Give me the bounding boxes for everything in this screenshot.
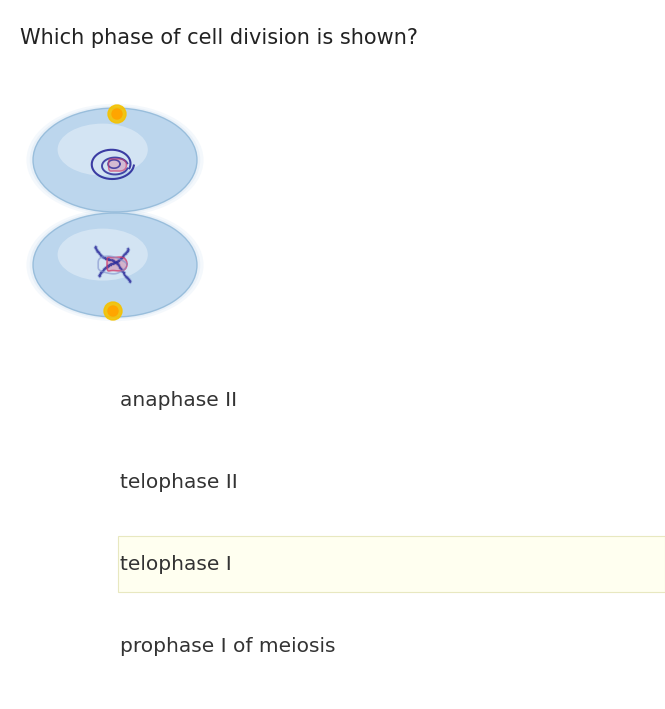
Text: telophase I: telophase I [120,554,231,574]
Ellipse shape [33,108,197,212]
Polygon shape [107,257,127,271]
Circle shape [108,306,118,316]
Text: Which phase of cell division is shown?: Which phase of cell division is shown? [20,28,418,48]
Text: prophase I of meiosis: prophase I of meiosis [120,637,336,656]
Ellipse shape [33,213,197,317]
Ellipse shape [30,106,200,214]
Ellipse shape [58,123,148,176]
Ellipse shape [27,209,203,321]
Text: anaphase II: anaphase II [120,391,237,410]
Text: telophase II: telophase II [120,472,238,491]
Circle shape [112,109,122,119]
Ellipse shape [58,228,148,281]
FancyBboxPatch shape [118,536,665,592]
Circle shape [104,302,122,320]
Ellipse shape [33,108,197,212]
Ellipse shape [33,213,197,317]
Polygon shape [108,159,126,171]
Ellipse shape [27,104,203,216]
Circle shape [108,105,126,123]
Ellipse shape [30,211,200,319]
